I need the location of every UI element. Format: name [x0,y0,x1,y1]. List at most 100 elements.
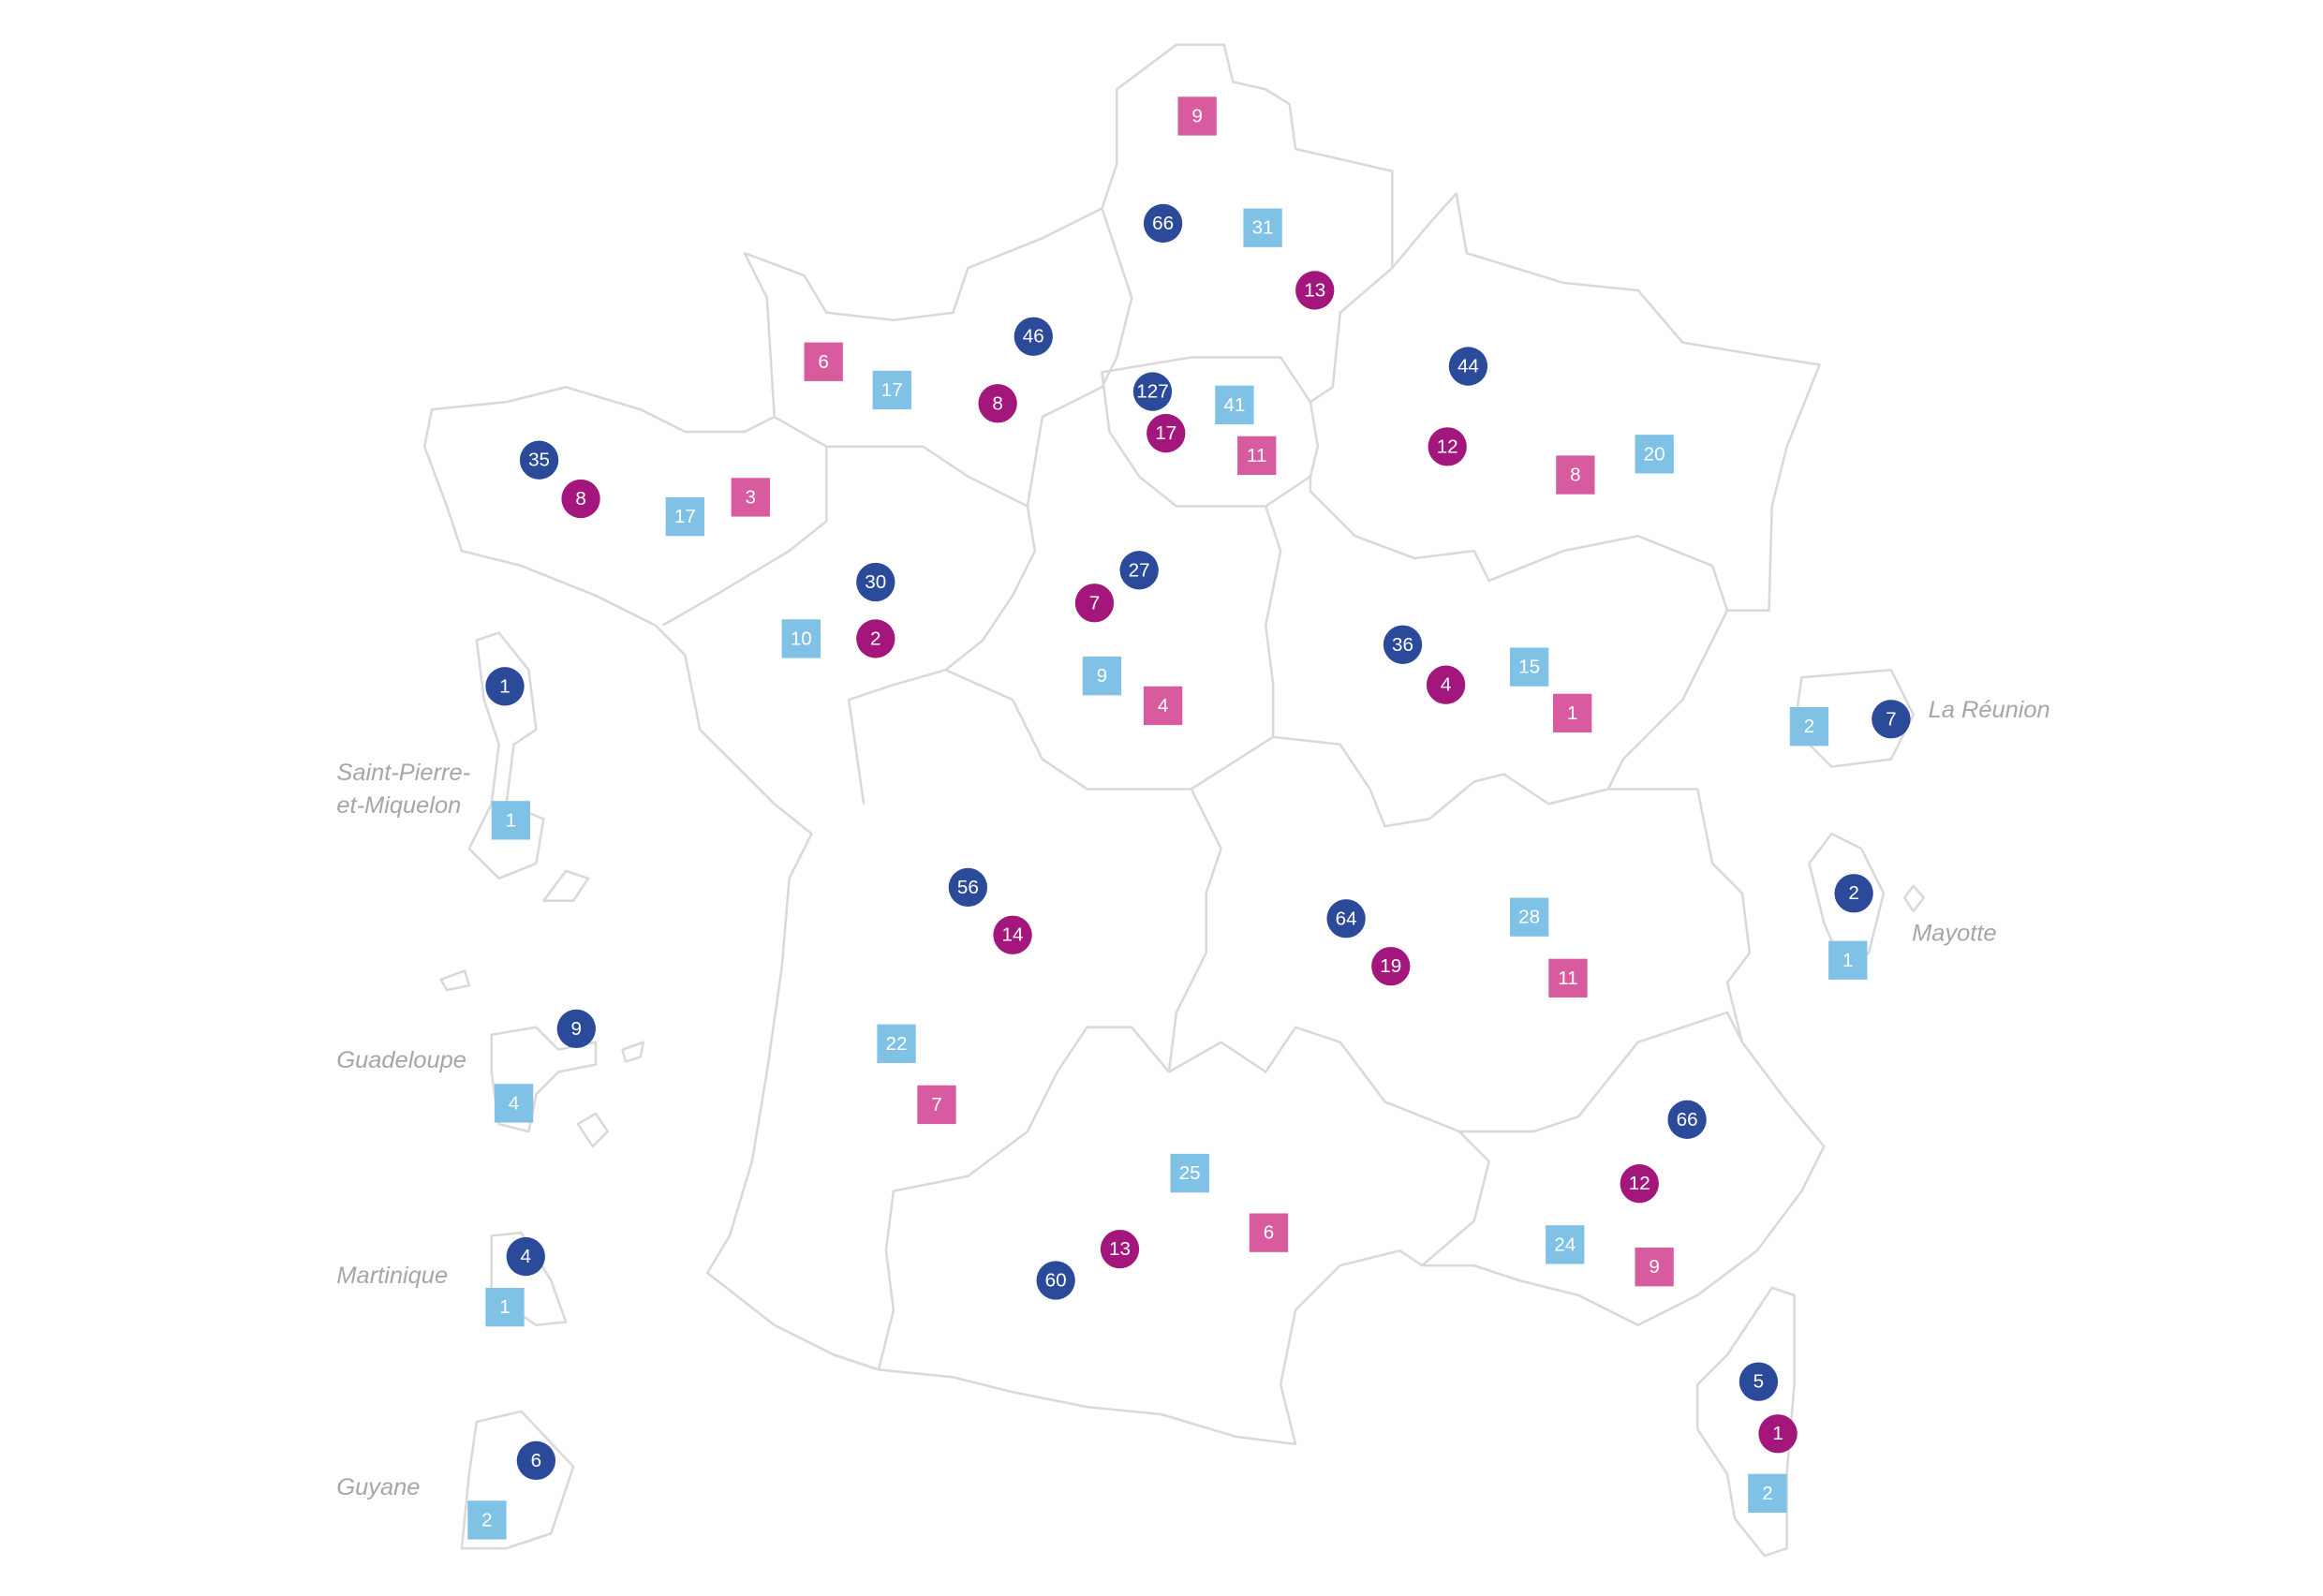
marker-circle [1667,1100,1707,1140]
marker-circle [1448,347,1488,386]
marker-value: 7 [931,1094,942,1116]
marker-circle [1383,625,1423,664]
marker-value: 9 [1649,1256,1660,1278]
marker-circle [1758,1414,1798,1454]
marker-value: 64 [1336,908,1357,929]
marker-value: 8 [1570,465,1581,486]
overseas-label: Guyane [336,1474,420,1500]
marker-square [1509,647,1549,687]
region-border [944,669,1191,791]
guadeloupe-islet [576,1112,609,1148]
marker-circle [1326,899,1366,938]
marker-square [665,496,705,537]
marker-value: 4 [1441,674,1452,696]
marker-square [804,342,843,381]
marker-value: 1 [1567,702,1578,724]
marker-value: 7 [1886,708,1897,730]
marker-square [1177,96,1217,136]
marker-value: 9 [571,1018,583,1040]
marker-value: 9 [1097,665,1108,687]
marker-value: 17 [1155,422,1176,444]
mainland-outline [422,43,1826,1446]
region-border [1026,208,1133,507]
marker-circle [1428,427,1467,466]
marker-square [467,1500,507,1540]
marker-square [494,1084,534,1123]
marker-value: 2 [1762,1483,1773,1504]
marker-circle [1132,372,1173,411]
marker-value: 66 [1677,1109,1698,1130]
marker-value: 25 [1179,1162,1201,1184]
marker-value: 4 [1158,695,1169,717]
marker-circle [1119,551,1159,590]
marker-circle [948,867,988,908]
marker-square [1789,707,1829,746]
marker-value: 19 [1380,955,1401,977]
marker-square [1546,1225,1585,1264]
marker-circle [1100,1229,1140,1269]
overseas-label: Martinique [336,1263,448,1289]
marker-value: 46 [1023,326,1044,347]
region-border [1167,788,1222,1072]
marker-value: 1 [1842,950,1854,971]
marker-value: 9 [1191,105,1203,126]
marker-value: 1 [506,809,517,831]
marker-square [1556,455,1595,495]
marker-circle [1371,946,1411,986]
marker-square [872,370,911,410]
guadeloupe-islet [621,1041,645,1063]
marker-square [1243,208,1282,247]
marker-value: 30 [865,571,886,593]
overseas-label: Mayotte [1912,921,1996,947]
marker-value: 28 [1518,907,1540,928]
marker-square [485,1287,525,1327]
region-border [1309,267,1394,404]
marker-square [1170,1153,1209,1193]
marker-value: 1 [499,1296,510,1318]
marker-circle [485,667,525,706]
marker-circle [519,440,559,480]
marker-value: 1 [499,675,510,697]
region-border [1458,1011,1744,1133]
marker-value: 36 [1392,634,1413,656]
region-border [1273,735,1609,828]
marker-value: 15 [1518,657,1540,678]
overseas-labels: Saint-Pierre-et-Miquelon Guadeloupe Martin… [336,697,2049,1500]
marker-circle [1426,665,1466,704]
marker-circle [506,1236,545,1277]
marker-circle [856,562,895,602]
region-border [1101,356,1320,508]
marker-square [1635,1248,1674,1287]
region-border [1309,476,1729,612]
marker-value: 11 [1558,968,1577,989]
marker-circle [1014,317,1053,356]
marker-square [877,1024,916,1063]
marker-square [1748,1473,1787,1513]
overseas-label: La Réunion [1929,697,2050,723]
marker-circle [1295,271,1335,310]
marker-value: 4 [521,1246,532,1267]
region-border [826,445,1037,805]
marker-square [917,1085,956,1125]
marker-circle [556,1009,596,1049]
marker-square [1215,385,1254,425]
marker-value: 31 [1252,217,1274,239]
marker-circle [1143,203,1183,244]
marker-circle [856,619,895,658]
region-border [661,415,828,627]
marker-square [491,801,531,840]
marker-value: 2 [1848,882,1859,904]
marker-circle [516,1441,556,1481]
borders [422,43,1926,1558]
marker-value: 66 [1152,213,1174,234]
markers: 6646127354430273617566429664605613817812… [467,96,1911,1540]
marker-value: 2 [870,628,881,649]
marker-value: 17 [881,379,903,401]
marker-value: 6 [1264,1222,1275,1244]
marker-value: 35 [528,450,550,471]
marker-circle [1739,1362,1779,1401]
marker-square [731,478,770,517]
marker-square [1082,656,1122,696]
